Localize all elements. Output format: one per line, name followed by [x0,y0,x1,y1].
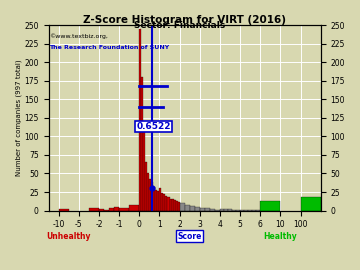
Bar [167,197,170,211]
Y-axis label: Number of companies (997 total): Number of companies (997 total) [15,59,22,176]
Title: Z-Score Histogram for VIRT (2016): Z-Score Histogram for VIRT (2016) [83,15,286,25]
Bar [256,210,260,211]
Text: Unhealthy: Unhealthy [46,232,91,241]
Bar [145,162,147,211]
Bar [185,205,190,211]
Bar [109,208,114,211]
Bar [147,174,149,211]
Bar [215,210,220,211]
Text: Sector: Financials: Sector: Financials [134,21,226,30]
Bar [171,200,174,211]
Bar [156,190,157,211]
Text: 0.6522: 0.6522 [136,122,171,131]
Bar [166,196,167,211]
Bar [99,209,104,211]
Bar [176,201,177,211]
Bar [104,210,109,211]
Bar [129,205,139,211]
Text: Healthy: Healthy [264,232,297,241]
Bar [170,199,171,211]
Bar [205,208,210,211]
Bar [59,209,69,211]
Bar [260,201,280,211]
Bar [195,207,200,211]
Bar [180,203,185,211]
Bar [232,210,236,211]
Bar [159,188,161,211]
Bar [236,210,240,211]
Bar [163,194,166,211]
Bar [252,210,256,211]
Bar [224,209,228,211]
Bar [141,77,143,211]
Bar [228,209,232,211]
Bar [149,180,151,211]
Bar [143,122,145,211]
Text: ©www.textbiz.org,: ©www.textbiz.org, [50,33,108,39]
Bar [139,29,141,211]
Text: The Research Foundation of SUNY: The Research Foundation of SUNY [50,45,170,50]
Bar [89,208,99,211]
Bar [174,200,176,211]
Bar [210,209,215,211]
Bar [161,193,163,211]
Bar [114,207,119,211]
Bar [153,187,156,211]
Bar [157,191,159,211]
Bar [248,210,252,211]
Bar [220,209,224,211]
Bar [151,183,153,211]
Bar [177,202,180,211]
Bar [119,208,129,211]
Bar [301,197,321,211]
Text: Score: Score [177,232,202,241]
Bar [244,210,248,211]
Bar [190,206,195,211]
Bar [240,210,244,211]
Bar [200,208,205,211]
